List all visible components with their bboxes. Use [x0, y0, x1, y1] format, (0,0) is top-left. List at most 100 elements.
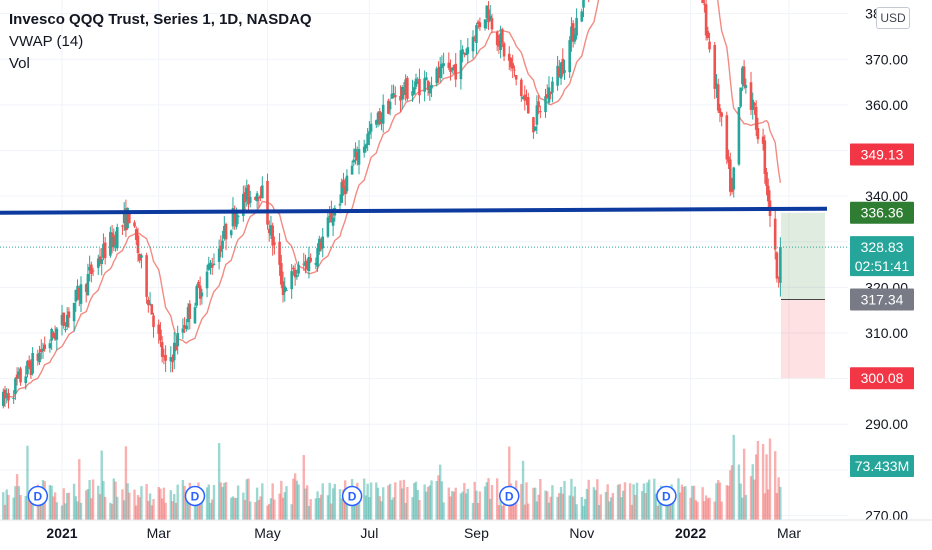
candle[interactable]: [559, 61, 563, 85]
candle[interactable]: [523, 85, 527, 111]
candle[interactable]: [31, 347, 34, 376]
candle[interactable]: [766, 178, 770, 209]
candle[interactable]: [121, 224, 124, 235]
candle[interactable]: [297, 261, 300, 277]
candle[interactable]: [753, 101, 756, 115]
candle[interactable]: [485, 5, 489, 29]
dividend-icon[interactable]: [27, 485, 49, 507]
candle[interactable]: [114, 231, 117, 252]
candle[interactable]: [573, 27, 577, 45]
candle[interactable]: [404, 74, 407, 102]
candle[interactable]: [12, 390, 15, 404]
candle[interactable]: [763, 134, 767, 184]
candle[interactable]: [571, 20, 575, 48]
candle[interactable]: [435, 66, 439, 87]
dividend-icon[interactable]: [656, 485, 677, 507]
candle[interactable]: [245, 179, 249, 207]
candle[interactable]: [756, 117, 760, 144]
candle[interactable]: [305, 258, 309, 271]
candle[interactable]: [164, 345, 167, 372]
candle[interactable]: [352, 148, 356, 166]
candle[interactable]: [754, 100, 758, 136]
candle[interactable]: [39, 339, 43, 360]
candle[interactable]: [716, 78, 720, 113]
candle[interactable]: [41, 342, 45, 359]
candle[interactable]: [732, 166, 736, 198]
candle[interactable]: [171, 354, 174, 373]
candle[interactable]: [461, 45, 464, 63]
candle[interactable]: [521, 95, 525, 100]
candle[interactable]: [186, 303, 190, 330]
candle[interactable]: [100, 247, 104, 276]
candle[interactable]: [378, 108, 382, 126]
candle[interactable]: [200, 288, 204, 305]
candle[interactable]: [205, 264, 209, 298]
candle[interactable]: [497, 34, 501, 54]
candle[interactable]: [374, 119, 378, 128]
candle[interactable]: [388, 98, 392, 116]
candle[interactable]: [744, 78, 748, 94]
candle[interactable]: [357, 140, 361, 175]
candle[interactable]: [742, 60, 746, 90]
candle[interactable]: [185, 319, 188, 332]
candle[interactable]: [449, 59, 452, 81]
candle[interactable]: [134, 226, 138, 246]
candle[interactable]: [1, 388, 5, 409]
candle[interactable]: [174, 336, 178, 352]
candle[interactable]: [53, 325, 57, 342]
candle[interactable]: [400, 85, 404, 110]
candle[interactable]: [160, 336, 164, 363]
candle[interactable]: [426, 80, 430, 96]
candle[interactable]: [278, 233, 281, 276]
candle[interactable]: [317, 235, 321, 255]
candle[interactable]: [183, 317, 186, 334]
candle[interactable]: [725, 111, 729, 165]
candle[interactable]: [380, 112, 383, 131]
candle[interactable]: [437, 61, 440, 83]
position-stop-zone[interactable]: [781, 299, 825, 379]
candle[interactable]: [90, 261, 93, 283]
candle[interactable]: [751, 92, 755, 120]
candle[interactable]: [535, 95, 539, 135]
candle[interactable]: [464, 48, 468, 56]
candle[interactable]: [67, 307, 71, 328]
candle[interactable]: [110, 225, 114, 254]
candle[interactable]: [393, 86, 397, 105]
candle[interactable]: [364, 143, 368, 153]
support-trendline[interactable]: [0, 206, 828, 215]
candle[interactable]: [159, 322, 162, 347]
price-axis[interactable]: 270.00280.00290.00300.00310.00320.00330.…: [848, 0, 932, 523]
candle[interactable]: [345, 169, 349, 194]
candle[interactable]: [545, 84, 549, 99]
candle[interactable]: [568, 36, 571, 79]
candle[interactable]: [138, 253, 142, 264]
candle[interactable]: [342, 172, 345, 196]
candle[interactable]: [369, 112, 373, 140]
candle[interactable]: [292, 265, 295, 276]
candle[interactable]: [561, 48, 565, 77]
candle[interactable]: [773, 207, 777, 260]
candle[interactable]: [425, 72, 428, 81]
candle[interactable]: [739, 87, 742, 109]
candle[interactable]: [502, 41, 506, 62]
candle[interactable]: [257, 196, 261, 209]
candle[interactable]: [704, 0, 708, 41]
candle[interactable]: [430, 76, 433, 98]
candle[interactable]: [399, 85, 402, 112]
candle[interactable]: [103, 236, 107, 265]
candle[interactable]: [551, 76, 554, 103]
candle[interactable]: [402, 82, 406, 100]
candle[interactable]: [248, 190, 252, 208]
candle[interactable]: [293, 263, 297, 286]
candle[interactable]: [765, 167, 768, 196]
candle[interactable]: [544, 88, 547, 118]
candle[interactable]: [255, 191, 259, 209]
candle[interactable]: [355, 146, 359, 166]
candle[interactable]: [209, 260, 212, 275]
symbol-title[interactable]: Invesco QQQ Trust, Series 1, 1D, NASDAQ: [9, 11, 312, 28]
candle[interactable]: [223, 216, 226, 241]
candle[interactable]: [169, 346, 173, 373]
candle[interactable]: [416, 77, 420, 85]
